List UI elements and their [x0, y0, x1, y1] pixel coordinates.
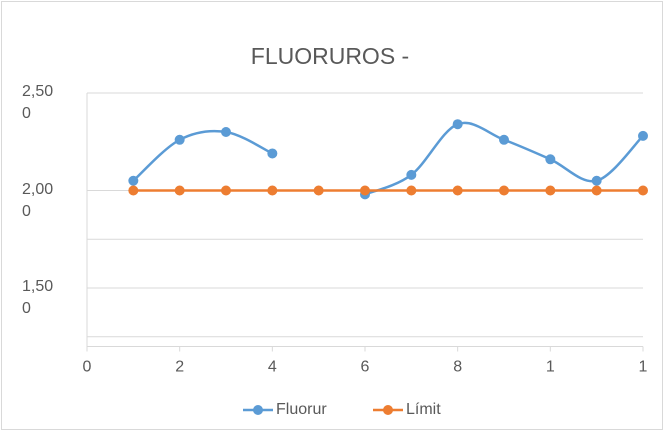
y-tick-label: 1,50 0: [22, 278, 54, 317]
data-point: [591, 185, 602, 196]
data-point: [452, 185, 463, 196]
y-tick-label: 2,50 0: [22, 83, 54, 122]
y-tick-label: 2,00 0: [22, 180, 54, 220]
data-point: [174, 185, 185, 196]
x-tick-label: 0: [83, 359, 92, 376]
data-point: [313, 185, 324, 196]
x-tick-label: 1: [639, 359, 648, 376]
data-point: [591, 175, 602, 186]
x-tick-label: 2: [175, 359, 184, 376]
data-point: [545, 154, 556, 165]
data-point: [499, 185, 509, 196]
x-tick-label: 1: [546, 359, 555, 376]
data-point: [638, 185, 648, 196]
data-point: [128, 185, 139, 196]
data-point: [267, 185, 278, 196]
legend-label: Fluorur: [276, 401, 327, 418]
data-point: [221, 127, 231, 137]
x-tick-label: 4: [268, 359, 277, 376]
data-point: [452, 119, 463, 130]
data-point: [638, 130, 648, 141]
legend-label: Límit: [406, 401, 441, 418]
legend-marker: [253, 405, 263, 415]
data-point: [545, 185, 556, 196]
x-tick-label: 8: [453, 359, 462, 376]
data-point: [406, 169, 417, 180]
data-point: [221, 185, 231, 196]
x-tick-label: 6: [361, 359, 370, 376]
data-point: [499, 134, 509, 145]
data-point: [406, 185, 417, 196]
chart-title: FLUORUROS -: [251, 43, 409, 69]
legend-marker: [383, 405, 393, 415]
data-point: [267, 148, 278, 159]
data-point: [128, 175, 139, 186]
data-point: [360, 185, 370, 196]
data-point: [174, 134, 185, 145]
